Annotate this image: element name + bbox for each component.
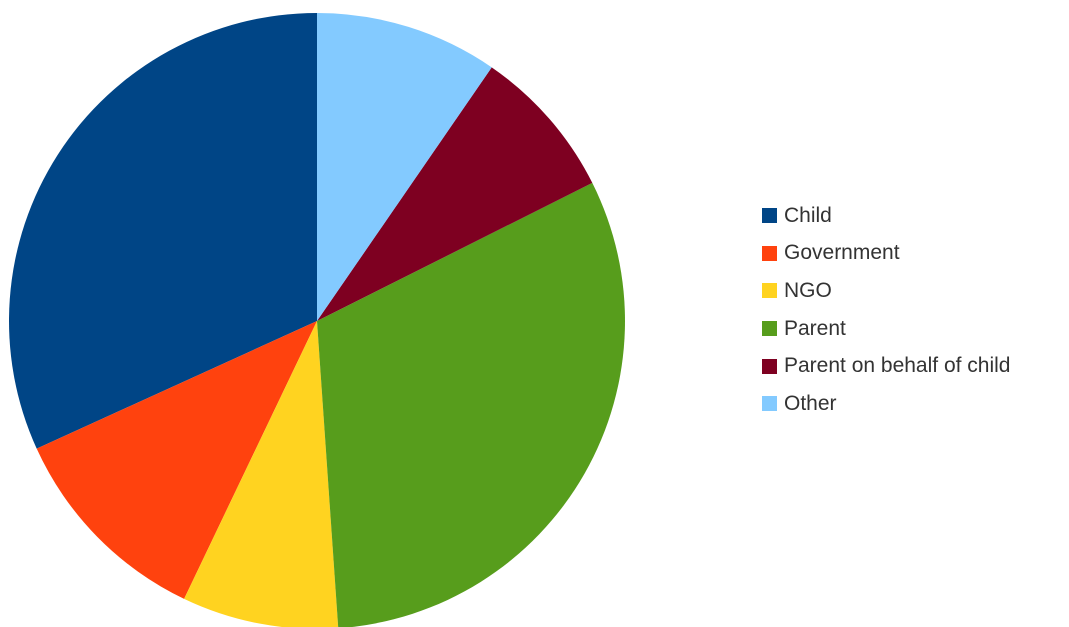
pie-slice-child: [9, 13, 317, 449]
legend-swatch: [762, 321, 777, 337]
legend-item: Child: [762, 197, 1011, 235]
legend-item: NGO: [762, 272, 1011, 310]
legend-label: Government: [784, 241, 900, 265]
legend-item: Parent: [762, 310, 1011, 348]
pie-slices: [9, 13, 625, 627]
legend-label: NGO: [784, 278, 832, 302]
pie-slice-parent: [317, 182, 625, 627]
legend-swatch: [762, 283, 777, 299]
legend-label: Parent: [784, 316, 846, 340]
legend-swatch: [762, 396, 777, 412]
pie-slice-other: [317, 13, 492, 321]
legend-swatch: [762, 245, 777, 261]
pie-slice-ngo: [184, 321, 339, 627]
legend-item: Government: [762, 235, 1011, 273]
legend-swatch: [762, 208, 777, 224]
legend-swatch: [762, 358, 777, 374]
legend-item: Parent on behalf of child: [762, 347, 1011, 385]
pie-slice-parent-on-behalf-of-child: [317, 67, 593, 321]
chart-legend: Child Government NGO Parent Parent on behalf…: [762, 197, 1011, 423]
legend-label: Other: [784, 391, 837, 415]
legend-label: Parent on behalf of child: [784, 354, 1011, 378]
pie-slice-government: [36, 321, 317, 599]
legend-label: Child: [784, 203, 832, 227]
legend-item: Other: [762, 385, 1011, 423]
